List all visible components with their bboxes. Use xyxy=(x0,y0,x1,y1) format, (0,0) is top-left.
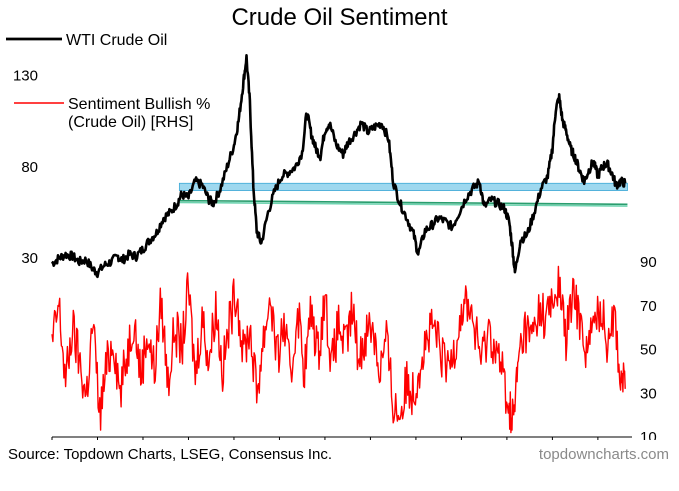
legend-layer: WTI Crude Oil Sentiment Bullish %(Crude O… xyxy=(6,32,210,131)
series-layer xyxy=(50,53,627,434)
right-tick-label: 70 xyxy=(640,298,657,315)
left-tick-label: 130 xyxy=(13,68,38,85)
source-note: Source: Topdown Charts, LSEG, Consensus … xyxy=(8,446,333,463)
brand-label: topdowncharts.com xyxy=(538,446,669,463)
highlight-band-layer xyxy=(178,182,628,191)
wti-crude-oil-line xyxy=(50,53,627,279)
left-tick-label: 30 xyxy=(21,250,38,267)
right-tick-label: 30 xyxy=(640,385,657,402)
legend-label-sentiment-sub: (Crude Oil) [RHS] xyxy=(68,114,193,131)
left-tick-label: 80 xyxy=(21,159,38,176)
right-tick-label: 50 xyxy=(640,342,657,359)
axis-layer: 0002040608101214161820222430801301030507… xyxy=(13,68,657,440)
highlight-band xyxy=(178,182,628,191)
chart-canvas: 0002040608101214161820222430801301030507… xyxy=(6,32,657,440)
legend-label-sentiment: Sentiment Bullish % xyxy=(68,96,210,113)
legend-label-wti: WTI Crude Oil xyxy=(66,32,167,49)
right-tick-label: 10 xyxy=(640,429,657,440)
chart-title: Crude Oil Sentiment xyxy=(231,4,448,31)
sentiment-bullish-line xyxy=(51,265,626,434)
right-tick-label: 90 xyxy=(640,254,657,271)
trend-lines-layer xyxy=(179,199,628,207)
